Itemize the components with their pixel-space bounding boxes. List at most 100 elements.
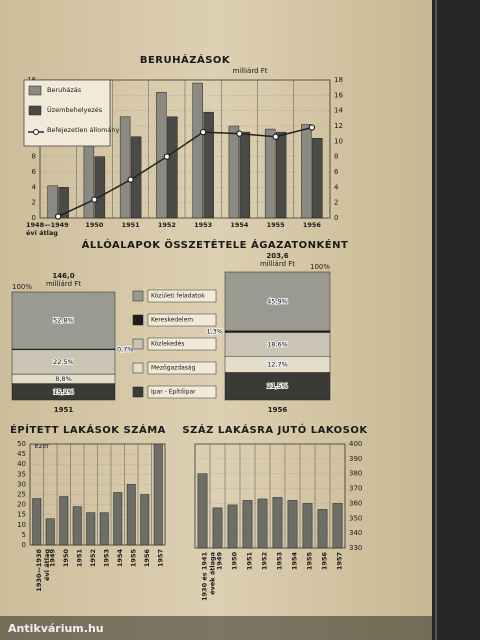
bar [59, 496, 69, 546]
y-tick-label: 25 [17, 491, 26, 499]
y-tick-label: 340 [349, 529, 362, 537]
line-marker [54, 213, 62, 220]
y-tick-label: 12 [334, 122, 343, 130]
unit-label: ezer [34, 442, 49, 450]
line-marker [236, 130, 243, 137]
x-tick-label: 1951 [54, 406, 74, 414]
bar-segment [224, 271, 331, 332]
legend-label: Üzembehelyezés [47, 105, 103, 114]
y-tick-label: 0 [32, 214, 36, 222]
x-tick-label: 1957 [156, 549, 164, 567]
bar [140, 494, 150, 546]
chart-title: ÉPÍTETT LAKÁSOK SZÁMA [10, 423, 166, 436]
bar [212, 507, 223, 549]
chart-title: ÁLLÓALAPOK ÖSSZETÉTELE ÁGAZATONKÉNT [82, 237, 349, 251]
value-label: 21,5% [267, 382, 288, 390]
bar [83, 141, 95, 219]
y-tick-label: 0 [22, 541, 26, 549]
legend-swatch [132, 314, 144, 326]
y-tick-label: 20 [17, 501, 26, 509]
y-tick-label: 8 [334, 153, 338, 161]
y-tick-label: 330 [349, 544, 362, 552]
y-tick-label: 6 [334, 168, 339, 176]
line-marker [91, 196, 98, 203]
bar [153, 443, 163, 546]
x-tick-label: 1949 [216, 552, 224, 571]
x-tick-label: 1954 [116, 549, 124, 568]
total-value: 203,6 [266, 252, 288, 260]
x-tick-label: 1953 [102, 549, 110, 567]
book-spine [432, 0, 480, 640]
y-tick-label: 2 [32, 199, 36, 207]
shadow [0, 616, 432, 640]
bar [45, 518, 55, 546]
legend-box [147, 385, 217, 399]
legend-marker [33, 129, 39, 135]
y-tick-label: 4 [334, 183, 339, 191]
x-tick-label: 1953 [276, 552, 284, 570]
bar [203, 111, 214, 219]
bar [332, 503, 343, 549]
line-marker [163, 153, 171, 160]
legend-label: Kereskedelem [151, 317, 193, 324]
legend-swatch [132, 362, 144, 374]
y-tick-label: 390 [349, 455, 362, 463]
y-tick-label: 35 [17, 470, 26, 478]
y-tick-label: 100% [12, 283, 32, 291]
legend-label: Közületi feladatok [151, 293, 205, 300]
legend-label: Befejezetlen állomány [47, 126, 120, 134]
legend-box [147, 337, 217, 351]
legend-label: Mezőgazdaság [151, 365, 196, 372]
x-tick-label: 1951 [122, 221, 141, 229]
legend-label: Beruházás [47, 86, 82, 94]
bar-segment [224, 372, 331, 401]
bar [113, 492, 123, 546]
y-tick-label: 370 [349, 485, 362, 493]
legend-swatch [28, 85, 42, 96]
x-tick-label: 1954 [230, 221, 249, 229]
x-tick-label: 1950 [231, 552, 239, 571]
x-tick-label: 1951 [75, 549, 83, 568]
y-tick-label: 8 [32, 153, 36, 161]
y-tick-label: 50 [17, 440, 26, 448]
bar [257, 498, 268, 549]
bar [317, 509, 328, 549]
y-tick-label: 40 [17, 460, 26, 468]
y-tick-label: 10 [334, 137, 343, 145]
bar [192, 82, 203, 219]
legend-box [147, 313, 217, 327]
bar [99, 512, 109, 546]
y-tick-label: 5 [22, 531, 26, 539]
bar [72, 506, 82, 546]
value-label: 18,6% [267, 340, 288, 348]
legend-swatch [28, 105, 42, 116]
chart-title: SZÁZ LAKÁSRA JUTÓ LAKOSOK [182, 423, 368, 436]
bar [58, 187, 69, 219]
bar [239, 131, 251, 219]
x-tick-label: 1952 [261, 552, 269, 570]
legend-box [147, 361, 217, 375]
bar [126, 484, 136, 546]
y-tick-label: 30 [17, 480, 26, 488]
line-marker [308, 124, 316, 131]
x-tick-label: 1948—1949 évi átlag [26, 221, 69, 237]
bar [167, 116, 178, 219]
x-tick-label: 1950 [85, 221, 104, 229]
bar [47, 185, 58, 219]
value-label: 22,5% [53, 358, 74, 366]
bar [272, 497, 283, 549]
bar [302, 503, 313, 549]
watermark: Antikvárium.hu [8, 622, 104, 635]
x-tick-label: 1930—1938évi átlag [35, 549, 51, 592]
x-tick-label: 1956 [321, 552, 329, 571]
x-tick-label: 1950 [62, 549, 70, 568]
bar [242, 500, 253, 549]
bar-segment [11, 291, 116, 350]
value-label: 0,7% [117, 345, 134, 353]
bar [312, 138, 323, 219]
line-marker [272, 133, 279, 140]
y-tick-label: 4 [32, 183, 37, 191]
bar [287, 500, 298, 549]
y-tick-label: 350 [349, 514, 362, 522]
x-tick-label: 1954 [291, 552, 299, 571]
